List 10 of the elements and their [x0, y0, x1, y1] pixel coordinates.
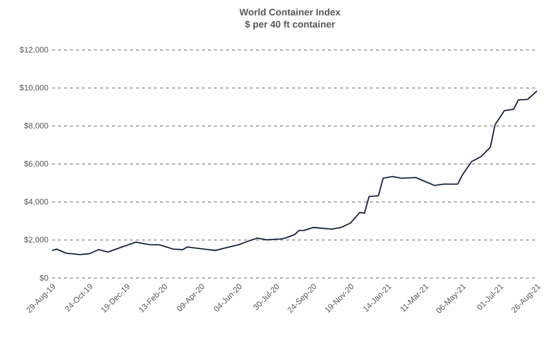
y-tick-label: $4,000: [24, 198, 48, 206]
y-tick-label: $6,000: [24, 160, 48, 168]
chart-subtitle: $ per 40 ft container: [244, 20, 335, 30]
y-tick-label: $8,000: [24, 122, 48, 130]
chart-title: World Container Index: [239, 8, 341, 16]
y-tick-label: $10,000: [20, 84, 48, 92]
y-tick-label: $12,000: [20, 46, 48, 54]
line-series: [52, 90, 537, 256]
y-tick-label: $2,000: [24, 236, 48, 244]
y-tick-label: $0: [40, 274, 48, 282]
